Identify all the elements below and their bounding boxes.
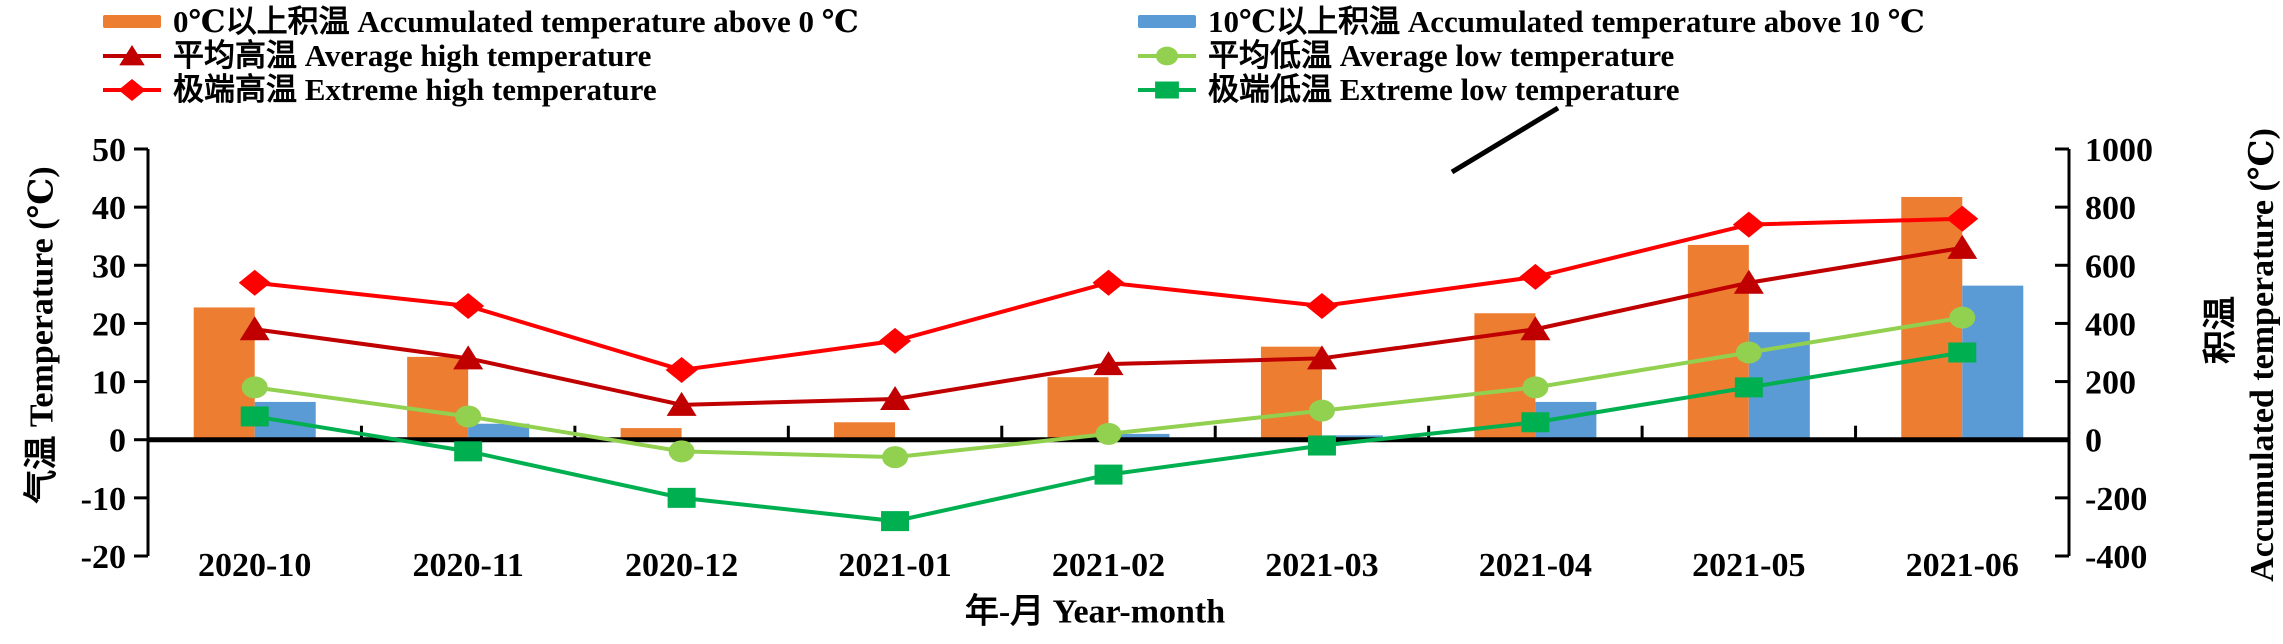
- y-right-tick-label: 0: [2085, 423, 2102, 460]
- green-square-line-swatch-icon: [1138, 73, 1196, 107]
- bar-series-0: [193, 196, 1963, 440]
- y-right-tick-label: 600: [2085, 248, 2136, 285]
- axes-group: 50 40 30 20 10 0 -10 -20 1000 800 600 400 200 0 -200 -4…: [81, 132, 2153, 584]
- y-right-tick-label: -400: [2085, 539, 2147, 576]
- x-tick-label: 2020-12: [625, 547, 738, 584]
- legend-label-extreme-low: 极端低温 Extreme low temperature: [1208, 72, 1680, 107]
- red-diamond-line-swatch-icon: [103, 73, 161, 107]
- bar: [1108, 433, 1170, 440]
- line-series-diamond: [238, 205, 1979, 383]
- y-right-tick-label: 200: [2085, 365, 2136, 402]
- y-left-tick-label: -10: [81, 481, 126, 518]
- y-left-tick-label: 0: [109, 423, 126, 460]
- bar: [1687, 244, 1749, 440]
- legend-label-average-low: 平均低温 Average low temperature: [1208, 38, 1675, 73]
- line-series-square: [240, 342, 1977, 532]
- x-tick-label: 2020-10: [198, 547, 311, 584]
- bar: [407, 356, 469, 440]
- blue-bar-swatch-icon: [1138, 5, 1196, 39]
- y-left-tick-label: 20: [92, 306, 126, 343]
- x-tick-label: 2021-05: [1692, 547, 1805, 584]
- legend-item-accumulated-above-10: 10℃以上积温 Accumulated temperature above 10…: [1138, 5, 1925, 39]
- legend-item-average-high: 平均高温 Average high temperature: [103, 39, 651, 73]
- line-series-group: [238, 205, 1979, 532]
- legend-label-average-high: 平均高温 Average high temperature: [173, 38, 652, 73]
- x-axis-title: 年-月 Year-month: [964, 593, 1226, 631]
- y-right-tick-label: 400: [2085, 306, 2136, 343]
- y-left-tick-label: 30: [92, 248, 126, 285]
- annotation-diagonal-line: [1450, 105, 1560, 175]
- legend-label-accumulated-above-0: 0℃以上积温 Accumulated temperature above 0 ℃: [173, 4, 859, 39]
- y-right-axis-title-cn: 积温: [2202, 296, 2240, 364]
- x-tick-label: 2021-01: [838, 547, 951, 584]
- x-tick-label: 2021-04: [1479, 547, 1592, 584]
- y-right-axis-title-en: Accumulated temperature (℃): [2244, 128, 2281, 582]
- darkred-triangle-line-swatch-icon: [103, 39, 161, 73]
- legend-item-extreme-low: 极端低温 Extreme low temperature: [1138, 73, 1679, 107]
- y-left-tick-label: 10: [92, 365, 126, 402]
- y-left-tick-label: -20: [81, 539, 126, 576]
- x-tick-label: 2021-02: [1052, 547, 1165, 584]
- legend-label-extreme-high: 极端高温 Extreme high temperature: [173, 72, 657, 107]
- lightgreen-circle-line-swatch-icon: [1138, 39, 1196, 73]
- y-left-tick-label: 40: [92, 190, 126, 227]
- bar-series-group: [193, 196, 2024, 440]
- x-tick-label: 2020-11: [412, 547, 523, 584]
- legend-label-accumulated-above-10: 10℃以上积温 Accumulated temperature above 10…: [1208, 4, 1925, 39]
- bar: [620, 428, 682, 440]
- y-left-tick-label: 50: [92, 132, 126, 169]
- y-right-tick-label: -200: [2085, 481, 2147, 518]
- bar: [1962, 285, 2024, 440]
- legend-item-average-low: 平均低温 Average low temperature: [1138, 39, 1674, 73]
- legend-item-accumulated-above-0: 0℃以上积温 Accumulated temperature above 0 ℃: [103, 5, 859, 39]
- x-tick-label: 2021-03: [1265, 547, 1378, 584]
- y-right-tick-label: 800: [2085, 190, 2136, 227]
- x-tick-label: 2021-06: [1906, 547, 2019, 584]
- legend-item-extreme-high: 极端高温 Extreme high temperature: [103, 73, 657, 107]
- y-right-tick-label: 1000: [2085, 132, 2153, 169]
- y-left-axis-title: 气温 Temperature (℃): [23, 166, 61, 504]
- bar: [468, 423, 530, 440]
- bar: [834, 422, 896, 440]
- line-series-triangle: [239, 234, 1978, 416]
- orange-bar-swatch-icon: [103, 5, 161, 39]
- line-series-circle: [241, 306, 1976, 469]
